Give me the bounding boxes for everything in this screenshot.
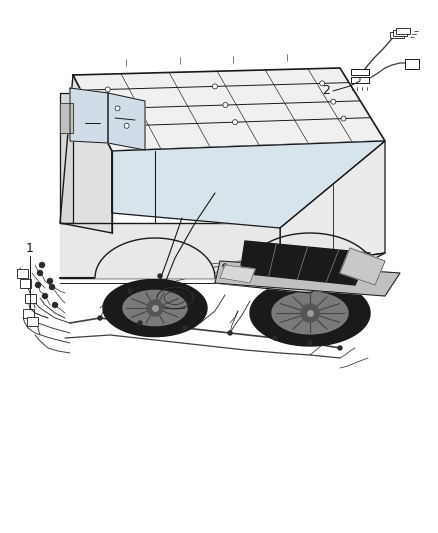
Circle shape — [138, 321, 142, 325]
Circle shape — [147, 300, 163, 316]
Circle shape — [338, 346, 342, 350]
Text: 2: 2 — [322, 85, 330, 98]
Polygon shape — [95, 238, 215, 278]
Circle shape — [183, 326, 187, 330]
FancyBboxPatch shape — [351, 77, 369, 83]
Circle shape — [42, 294, 47, 298]
FancyBboxPatch shape — [25, 294, 35, 303]
Circle shape — [124, 123, 129, 128]
Text: 1: 1 — [26, 241, 34, 254]
Circle shape — [105, 87, 110, 92]
Circle shape — [276, 257, 280, 261]
Polygon shape — [60, 75, 112, 233]
Circle shape — [228, 331, 232, 335]
Polygon shape — [70, 88, 108, 143]
Polygon shape — [123, 290, 187, 326]
Polygon shape — [60, 103, 73, 133]
FancyBboxPatch shape — [20, 279, 31, 287]
Polygon shape — [103, 279, 207, 337]
Polygon shape — [240, 241, 370, 285]
Circle shape — [38, 271, 42, 276]
FancyBboxPatch shape — [390, 31, 404, 38]
FancyBboxPatch shape — [22, 309, 33, 318]
FancyBboxPatch shape — [27, 317, 38, 326]
Polygon shape — [340, 248, 385, 285]
Circle shape — [158, 274, 162, 278]
Circle shape — [223, 264, 227, 268]
Circle shape — [47, 279, 53, 284]
Circle shape — [301, 304, 319, 322]
FancyBboxPatch shape — [396, 28, 410, 34]
Circle shape — [223, 102, 228, 108]
Circle shape — [128, 289, 132, 293]
Circle shape — [320, 81, 325, 86]
Circle shape — [233, 120, 237, 125]
Polygon shape — [60, 93, 73, 223]
FancyBboxPatch shape — [351, 69, 369, 75]
Circle shape — [49, 285, 54, 289]
Polygon shape — [220, 265, 255, 283]
Polygon shape — [250, 280, 370, 346]
FancyBboxPatch shape — [393, 30, 407, 36]
Circle shape — [331, 99, 336, 104]
Polygon shape — [112, 141, 385, 228]
Polygon shape — [280, 141, 385, 268]
Circle shape — [341, 116, 346, 121]
Polygon shape — [108, 93, 145, 150]
Polygon shape — [215, 253, 385, 293]
FancyBboxPatch shape — [17, 269, 28, 278]
Polygon shape — [60, 223, 310, 278]
Polygon shape — [215, 261, 400, 296]
Circle shape — [53, 303, 57, 308]
Circle shape — [35, 282, 40, 287]
Circle shape — [212, 84, 217, 89]
Circle shape — [115, 106, 120, 111]
Circle shape — [98, 316, 102, 320]
Polygon shape — [272, 292, 348, 334]
Polygon shape — [73, 68, 385, 151]
Polygon shape — [242, 233, 378, 278]
Circle shape — [308, 341, 312, 345]
Circle shape — [39, 262, 45, 268]
FancyBboxPatch shape — [405, 59, 419, 69]
Circle shape — [273, 336, 277, 340]
